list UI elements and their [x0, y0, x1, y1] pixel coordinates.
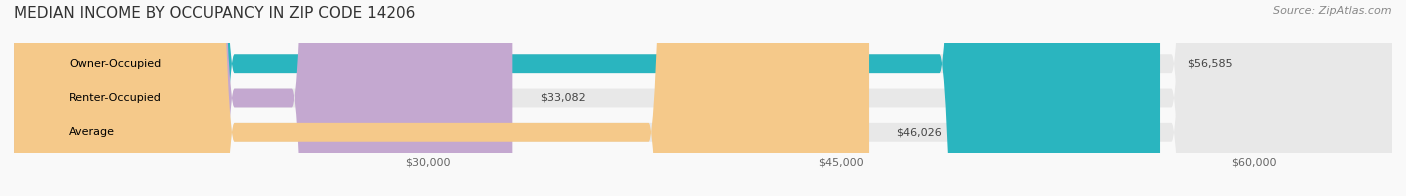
Text: $46,026: $46,026	[897, 127, 942, 137]
FancyBboxPatch shape	[14, 0, 869, 196]
FancyBboxPatch shape	[14, 0, 1392, 196]
FancyBboxPatch shape	[14, 0, 1160, 196]
Text: Source: ZipAtlas.com: Source: ZipAtlas.com	[1274, 6, 1392, 16]
Text: Renter-Occupied: Renter-Occupied	[69, 93, 162, 103]
Text: MEDIAN INCOME BY OCCUPANCY IN ZIP CODE 14206: MEDIAN INCOME BY OCCUPANCY IN ZIP CODE 1…	[14, 6, 415, 21]
FancyBboxPatch shape	[14, 0, 1392, 196]
Text: Average: Average	[69, 127, 115, 137]
Text: $33,082: $33,082	[540, 93, 586, 103]
Text: Owner-Occupied: Owner-Occupied	[69, 59, 162, 69]
Text: $56,585: $56,585	[1188, 59, 1233, 69]
FancyBboxPatch shape	[14, 0, 512, 196]
FancyBboxPatch shape	[14, 0, 1392, 196]
